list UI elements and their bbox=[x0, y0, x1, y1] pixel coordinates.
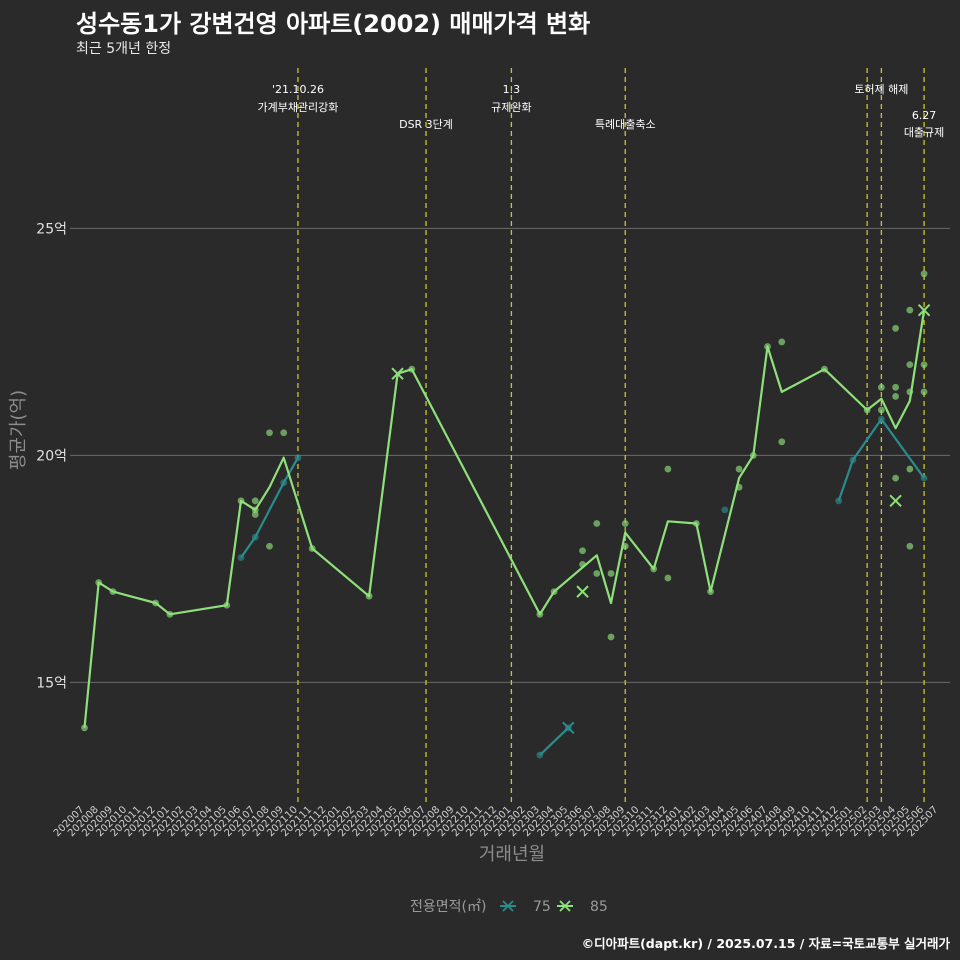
data-point-85 bbox=[877, 383, 885, 391]
data-point-85 bbox=[920, 361, 928, 369]
y-tick-label: 15억 bbox=[36, 675, 67, 691]
series-line-75 bbox=[837, 418, 925, 502]
x-axis-ticks: 2020072020082020092020102020112020122021… bbox=[52, 804, 941, 839]
data-point-85 bbox=[892, 324, 900, 332]
data-point-85 bbox=[579, 547, 586, 555]
data-point-85 bbox=[593, 570, 601, 577]
series-line-85 bbox=[83, 310, 926, 728]
x-markers bbox=[391, 303, 931, 735]
data-point-85 bbox=[906, 542, 914, 550]
data-point-85 bbox=[251, 511, 259, 518]
data-point-85 bbox=[607, 570, 615, 577]
grid-lines bbox=[70, 227, 950, 683]
chart-subtitle: 최근 5개년 한정 bbox=[76, 41, 172, 57]
x-axis-title: 거래년월 bbox=[479, 844, 545, 865]
data-point-85 bbox=[920, 388, 928, 396]
data-point-85 bbox=[251, 497, 259, 505]
y-tick-label: 25억 bbox=[36, 221, 67, 237]
data-point-85 bbox=[906, 361, 914, 369]
data-point-75 bbox=[721, 506, 729, 514]
data-point-85 bbox=[266, 429, 273, 437]
y-tick-label: 20억 bbox=[36, 448, 67, 464]
x-marker-85 bbox=[576, 585, 589, 598]
data-point-85 bbox=[778, 438, 786, 446]
data-point-85 bbox=[778, 338, 786, 346]
policy-annotation: 특례대출축소 bbox=[595, 118, 656, 131]
source-credit: ©디아파트(dapt.kr) / 2025.07.15 / 자료=국토교통부 실… bbox=[581, 936, 950, 951]
data-point-85 bbox=[593, 520, 601, 527]
legend-marker-85 bbox=[559, 900, 571, 912]
x-marker-75 bbox=[562, 721, 575, 735]
legend-label-75: 75 bbox=[533, 899, 551, 915]
scatter-points bbox=[81, 270, 928, 759]
data-point-85 bbox=[81, 724, 88, 732]
data-point-85 bbox=[877, 406, 885, 414]
data-point-85 bbox=[906, 465, 914, 473]
data-point-85 bbox=[664, 465, 672, 473]
policy-annotation: '21.10.26 bbox=[272, 83, 324, 96]
policy-annotation: 1.3 bbox=[503, 83, 521, 96]
legend-marker-75 bbox=[502, 900, 514, 912]
data-point-85 bbox=[607, 633, 615, 641]
policy-annotation: DSR 3단계 bbox=[399, 118, 453, 131]
y-axis-ticks: 15억 20억 25억 bbox=[36, 221, 67, 691]
data-point-85 bbox=[621, 520, 629, 527]
series-line-75 bbox=[240, 457, 299, 559]
data-point-85 bbox=[735, 465, 743, 473]
chart-title: 성수동1가 강변건영 아파트(2002) 매매가격 변화 bbox=[76, 10, 591, 38]
policy-annotation: 규제완화 bbox=[491, 101, 531, 114]
x-marker-85 bbox=[889, 494, 902, 508]
data-point-85 bbox=[664, 574, 672, 582]
policy-annotation: 토허제 해제 bbox=[854, 82, 908, 96]
data-point-85 bbox=[892, 393, 900, 400]
data-point-85 bbox=[906, 306, 914, 314]
legend-title: 전용면적(㎡) bbox=[410, 899, 486, 915]
data-point-85 bbox=[266, 542, 273, 550]
data-point-85 bbox=[920, 270, 928, 278]
data-point-85 bbox=[280, 429, 288, 437]
x-marker-85 bbox=[917, 303, 931, 317]
legend: 전용면적(㎡) 75 85 bbox=[410, 899, 608, 915]
data-point-85 bbox=[892, 474, 900, 482]
policy-annotation: 6.27 bbox=[912, 109, 937, 122]
x-marker-85 bbox=[391, 367, 404, 380]
policy-annotation: 가계부채관리강화 bbox=[257, 101, 338, 114]
data-point-85 bbox=[892, 383, 900, 391]
y-axis-title: 평균가(억) bbox=[8, 390, 29, 470]
legend-label-85: 85 bbox=[590, 899, 608, 915]
series-lines bbox=[83, 310, 926, 756]
policy-annotation: 대출규제 bbox=[904, 126, 944, 139]
